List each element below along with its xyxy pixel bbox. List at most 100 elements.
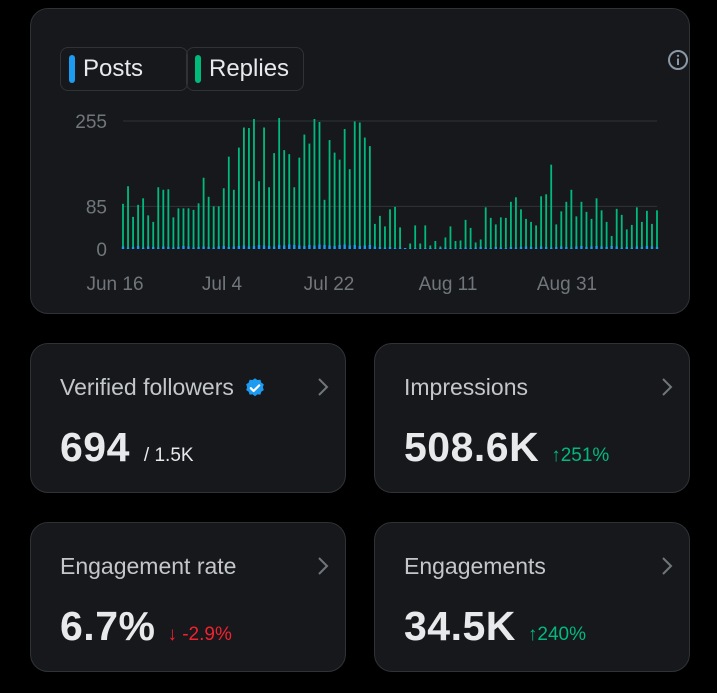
verified-followers-value-row: 694 / 1.5K <box>60 424 194 471</box>
post-bar <box>333 245 336 249</box>
reply-bar <box>268 187 270 246</box>
post-bar <box>172 247 175 249</box>
post-bar <box>489 247 492 249</box>
reply-bar <box>444 237 447 248</box>
post-bar <box>152 246 155 249</box>
post-bar <box>328 245 331 249</box>
reply-bar <box>590 218 593 247</box>
impressions-value: 508.6K <box>404 424 540 470</box>
reply-bar <box>394 206 396 248</box>
impressions-card[interactable]: Impressions 508.6K ↑251% <box>374 343 690 493</box>
post-bar <box>368 244 372 249</box>
engagement-rate-card[interactable]: Engagement rate 6.7% ↓ -2.9% <box>30 522 346 672</box>
post-bar <box>373 246 377 249</box>
post-bar <box>202 246 205 249</box>
post-bar <box>192 247 195 249</box>
post-bar <box>590 246 593 249</box>
engagement-rate-label: Engagement rate <box>60 553 237 579</box>
reply-bar <box>595 198 598 246</box>
post-bar <box>257 244 261 249</box>
arrow-up-icon: ↑ <box>551 445 561 466</box>
x-tick-label: Jun 16 <box>86 274 143 295</box>
post-bar <box>212 247 215 249</box>
post-bar <box>136 245 140 249</box>
info-icon[interactable] <box>667 49 689 71</box>
reply-bar <box>555 224 558 247</box>
post-bar <box>560 246 563 249</box>
reply-bar <box>651 223 653 247</box>
post-bar <box>424 247 427 249</box>
post-bar <box>146 246 150 249</box>
x-tick-label: Jul 22 <box>304 274 355 295</box>
post-bar <box>217 246 220 249</box>
post-bar <box>534 247 538 249</box>
post-bar <box>605 246 608 249</box>
post-bar <box>242 245 246 249</box>
post-bar <box>222 245 225 249</box>
post-bar <box>635 246 639 249</box>
post-bar <box>524 246 528 249</box>
post-bar <box>570 247 573 249</box>
reply-bar <box>585 211 588 247</box>
reply-bar <box>308 143 311 245</box>
post-bar <box>267 245 271 249</box>
post-bar <box>429 247 432 249</box>
post-bar <box>434 248 437 249</box>
post-bar <box>121 246 125 249</box>
reply-bar <box>459 240 462 248</box>
engagements-label: Engagements <box>404 553 546 579</box>
impressions-change: ↑251% <box>551 445 609 466</box>
reply-bar <box>162 189 165 247</box>
legend-replies-toggle[interactable]: Replies <box>186 47 304 91</box>
post-bar <box>555 246 558 249</box>
post-bar <box>318 244 321 249</box>
post-bar <box>408 248 412 249</box>
post-bar <box>610 245 613 249</box>
reply-bar <box>379 215 381 247</box>
reply-bar <box>525 218 527 247</box>
post-bar <box>293 244 296 249</box>
post-bar <box>167 246 170 249</box>
post-bar <box>529 246 533 249</box>
post-bar <box>283 245 286 249</box>
post-bar <box>272 246 276 249</box>
post-bar <box>126 247 130 249</box>
reply-bar <box>610 235 613 246</box>
post-bar <box>252 245 256 249</box>
reply-bar <box>222 188 225 246</box>
verified-followers-card[interactable]: Verified followers 694 / 1.5K <box>30 343 346 493</box>
post-bar <box>227 246 230 249</box>
engagements-card[interactable]: Engagements 34.5K ↑240% <box>374 522 690 672</box>
post-bar <box>645 245 649 249</box>
reply-bar <box>625 229 628 247</box>
engagement-rate-title: Engagement rate <box>60 553 236 580</box>
reply-bar <box>288 154 291 245</box>
post-bar <box>131 246 135 249</box>
engagement-rate-change: ↓ -2.9% <box>167 624 231 645</box>
reply-bar <box>454 240 457 249</box>
post-bar <box>308 244 311 249</box>
reply-bar <box>122 203 124 247</box>
reply-bar <box>389 209 391 247</box>
reply-bar <box>560 211 563 247</box>
reply-bar <box>449 226 452 248</box>
post-bar <box>388 246 392 249</box>
post-bar <box>575 246 578 249</box>
impressions-value-row: 508.6K ↑251% <box>404 424 609 471</box>
reply-bar <box>419 243 422 249</box>
chart-card: Posts Replies 255 85 0 Jun 16 Jul 4 Jul 22 Aug… <box>30 8 690 314</box>
post-bar <box>544 246 548 249</box>
post-bar <box>459 247 462 249</box>
reply-bar <box>303 134 306 246</box>
post-bar <box>187 246 190 249</box>
reply-bar <box>273 153 276 247</box>
reply-bar <box>469 227 472 248</box>
y-tick-label: 0 <box>96 240 107 261</box>
post-bar <box>449 247 452 249</box>
post-bar <box>413 247 417 249</box>
legend-posts-toggle[interactable]: Posts <box>60 47 188 91</box>
reply-bar <box>474 242 477 248</box>
post-bar <box>141 247 145 249</box>
reply-bar <box>132 216 134 247</box>
chevron-right-icon <box>662 557 673 575</box>
